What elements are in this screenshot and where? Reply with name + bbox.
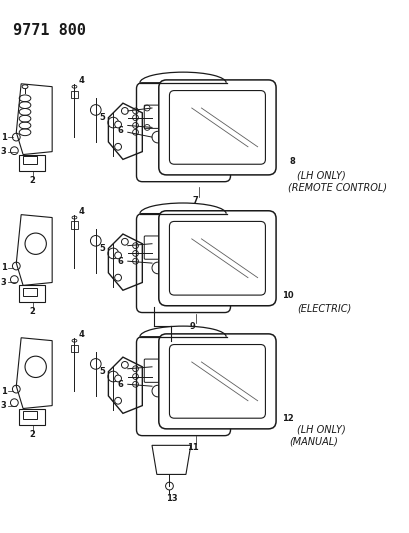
- Text: 7: 7: [192, 196, 198, 205]
- Circle shape: [115, 274, 121, 281]
- Circle shape: [132, 374, 138, 379]
- Text: 9771 800: 9771 800: [13, 23, 86, 38]
- Circle shape: [132, 366, 138, 372]
- FancyBboxPatch shape: [158, 334, 275, 429]
- Text: 5: 5: [99, 367, 105, 376]
- Circle shape: [144, 125, 150, 130]
- FancyBboxPatch shape: [158, 211, 275, 306]
- Circle shape: [121, 108, 128, 114]
- Text: (MANUAL): (MANUAL): [289, 437, 338, 447]
- Text: 3: 3: [1, 401, 7, 410]
- Circle shape: [121, 361, 128, 368]
- Text: 11: 11: [187, 443, 198, 452]
- Text: 5: 5: [99, 244, 105, 253]
- Text: 6: 6: [117, 126, 123, 135]
- Text: (ELECTRIC): (ELECTRIC): [297, 304, 351, 313]
- Circle shape: [132, 123, 138, 128]
- Text: 2: 2: [30, 307, 36, 316]
- Circle shape: [115, 121, 121, 128]
- Text: (LH ONLY): (LH ONLY): [297, 425, 345, 435]
- Circle shape: [132, 382, 138, 387]
- Text: 10: 10: [281, 290, 293, 300]
- Text: 6: 6: [117, 257, 123, 265]
- Text: 2: 2: [30, 430, 36, 439]
- Circle shape: [144, 105, 150, 111]
- Circle shape: [132, 115, 138, 120]
- Circle shape: [115, 398, 121, 404]
- Text: 6: 6: [117, 380, 123, 389]
- Text: 3: 3: [1, 147, 7, 156]
- Circle shape: [132, 130, 138, 135]
- Text: 1: 1: [1, 263, 7, 272]
- Text: 1: 1: [1, 133, 7, 142]
- Text: 8: 8: [289, 157, 295, 166]
- Text: (REMOTE CONTROL): (REMOTE CONTROL): [287, 182, 386, 192]
- Text: 2: 2: [30, 176, 36, 185]
- Circle shape: [115, 375, 121, 382]
- Text: 4: 4: [78, 76, 84, 85]
- FancyBboxPatch shape: [158, 80, 275, 175]
- FancyBboxPatch shape: [163, 340, 179, 349]
- Circle shape: [115, 143, 121, 150]
- Circle shape: [132, 108, 138, 114]
- Circle shape: [115, 252, 121, 259]
- Circle shape: [132, 251, 138, 256]
- Text: 4: 4: [78, 330, 84, 340]
- Circle shape: [132, 243, 138, 248]
- Text: 9: 9: [189, 321, 195, 330]
- Text: 12: 12: [281, 414, 293, 423]
- Text: 3: 3: [1, 278, 7, 287]
- Circle shape: [132, 259, 138, 264]
- Text: (LH ONLY): (LH ONLY): [297, 171, 345, 181]
- Text: 13: 13: [165, 494, 177, 503]
- Circle shape: [121, 238, 128, 245]
- Text: 5: 5: [99, 113, 105, 122]
- Text: 1: 1: [1, 386, 7, 395]
- Text: 4: 4: [78, 207, 84, 216]
